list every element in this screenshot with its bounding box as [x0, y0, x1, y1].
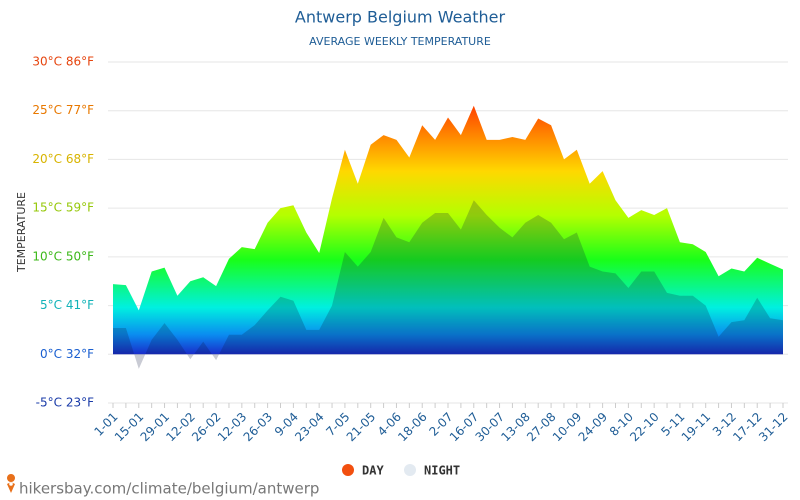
- legend-swatch: [342, 464, 354, 476]
- source-text: hikersbay.com/climate/belgium/antwerp: [19, 480, 319, 498]
- pin-dot: [9, 482, 13, 486]
- legend-item: NIGHT: [404, 464, 460, 478]
- chart-subtitle: AVERAGE WEEKLY TEMPERATURE: [309, 35, 491, 48]
- x-tick-label: 24-09: [576, 410, 611, 445]
- x-tick-label: 21-05: [344, 410, 379, 445]
- y-tick-label: 10°C 50°F: [32, 249, 94, 263]
- legend-swatch: [404, 464, 416, 476]
- x-tick-label: 26-03: [241, 410, 276, 445]
- legend-label: DAY: [362, 464, 384, 478]
- y-tick-label: 0°C 32°F: [40, 347, 94, 361]
- night-area: [113, 200, 783, 369]
- legend-item: DAY: [342, 464, 384, 478]
- day-area: [113, 105, 783, 355]
- y-tick-label: 15°C 59°F: [32, 201, 94, 215]
- y-tick-label: 30°C 86°F: [32, 55, 94, 69]
- y-tick-label: -5°C 23°F: [36, 396, 94, 410]
- y-tick-label: 5°C 41°F: [40, 298, 94, 312]
- legend-label: NIGHT: [424, 464, 460, 478]
- x-tick-label: 31-12: [756, 410, 791, 445]
- chart-title: Antwerp Belgium Weather: [295, 8, 506, 27]
- x-tick-label: 18-06: [395, 410, 430, 445]
- x-tick-label: 19-11: [679, 410, 714, 445]
- x-tick-label: 22-10: [627, 410, 662, 445]
- x-tick-label: 23-04: [292, 410, 327, 445]
- y-tick-label: 25°C 77°F: [32, 103, 94, 117]
- y-axis-label: TEMPERATURE: [15, 192, 28, 273]
- y-tick-label: 20°C 68°F: [32, 152, 94, 166]
- source: hikersbay.com/climate/belgium/antwerp: [7, 474, 319, 498]
